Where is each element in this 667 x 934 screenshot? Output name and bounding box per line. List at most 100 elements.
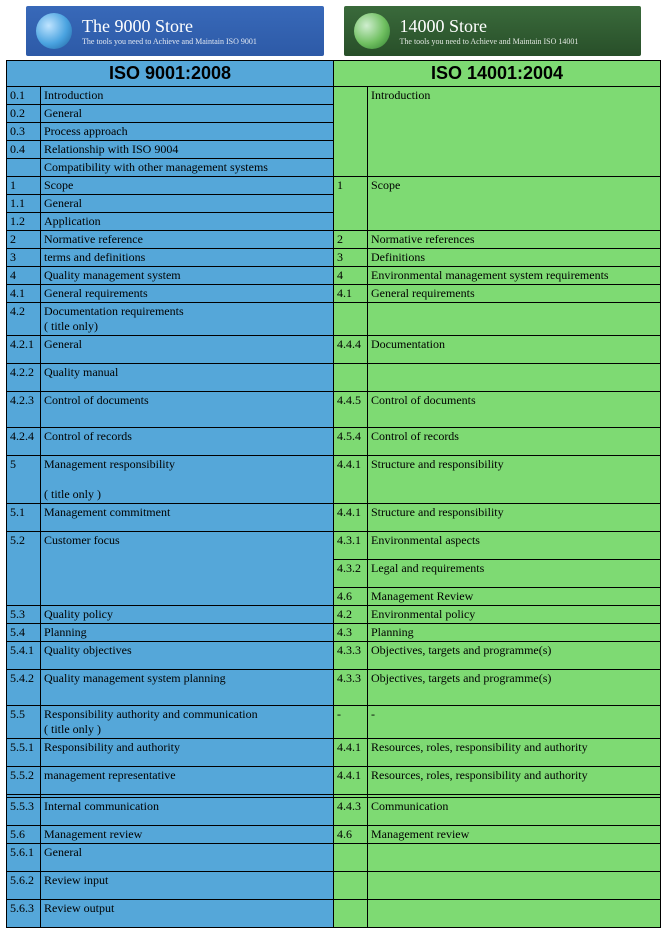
cell-right-rn [334,843,368,871]
cell-left-lt: Quality policy [41,605,334,623]
cell-left-ln: 1.1 [7,194,41,212]
cell-left-lt: Compatibility with other management syst… [41,158,334,176]
cell-right-rt [368,363,661,391]
cell-left-ln: 5.4.1 [7,641,41,669]
cell-left-ln: 0.1 [7,86,41,104]
table-row: 5Management responsibility ( title only … [7,455,661,503]
cell-left-lt: Quality objectives [41,641,334,669]
cell-right-rn: 4.4.1 [334,738,368,766]
cell-left-lt: Scope [41,176,334,194]
cell-right-rn: 4.6 [334,587,368,605]
table-row: 4.1General requirements4.1General requir… [7,284,661,302]
cell-right-rt [368,871,661,899]
cell-left-ln: 1 [7,176,41,194]
cell-left-ln: 2 [7,230,41,248]
cell-right-rt: Management Review [368,587,661,605]
cell-left-lt: Relationship with ISO 9004 [41,140,334,158]
cell-left-lt: Responsibility and authority [41,738,334,766]
cell-left-lt: General requirements [41,284,334,302]
recycle-icon [354,13,390,49]
table-row: 4.2Documentation requirements ( title on… [7,302,661,335]
cell-right-rn: 4.1 [334,284,368,302]
table-row: 3terms and definitions3Definitions [7,248,661,266]
cell-left-lt: terms and definitions [41,248,334,266]
cell-left-ln: 0.3 [7,122,41,140]
cell-left-lt: Process approach [41,122,334,140]
cell-left-lt: Management commitment [41,503,334,531]
cell-right-rt: Structure and responsibility [368,455,661,503]
cell-right-rt: Control of documents [368,391,661,427]
cell-right-rt [368,302,661,335]
cell-left-lt: General [41,843,334,871]
cell-right-rn [334,363,368,391]
cell-left-ln: 4.2.1 [7,335,41,363]
table-row: 4Quality management system4Environmental… [7,266,661,284]
cell-left-ln: 5.5.3 [7,797,41,825]
table-row: 5.3Quality policy4.2Environmental policy [7,605,661,623]
table-row: 5.5.2management representative4.4.1Resou… [7,766,661,794]
cell-right-rn [334,86,368,176]
cell-left-ln: 5 [7,455,41,503]
cell-right-rt: Resources, roles, responsibility and aut… [368,766,661,794]
cell-right-rt: Control of records [368,427,661,455]
cell-left-ln: 5.6.3 [7,899,41,927]
cell-right-rt: Legal and requirements [368,559,661,587]
cell-right-rn [334,871,368,899]
cell-right-rn: 2 [334,230,368,248]
cell-right-rt: Management review [368,825,661,843]
cell-left-ln: 0.4 [7,140,41,158]
globe-icon [36,13,72,49]
cell-left-ln: 5.5 [7,705,41,738]
cell-left-lt: Internal communication [41,797,334,825]
cell-right-rn: 4.6 [334,825,368,843]
banner-row: The 9000 Store The tools you need to Ach… [6,6,661,56]
cell-right-rn: 4.3.3 [334,641,368,669]
cell-left-ln [7,158,41,176]
table-row: 5.6.3Review output [7,899,661,927]
cell-left-lt: General [41,335,334,363]
cell-left-lt: Quality management system planning [41,669,334,705]
cell-right-rn: 4.4.1 [334,455,368,503]
cell-right-rt: Scope [368,176,661,230]
cell-left-lt: Application [41,212,334,230]
banner-14000-title: 14000 Store [400,16,579,37]
table-row: 5.2Customer focus4.3.1Environmental aspe… [7,531,661,559]
cell-right-rn: 4.3.3 [334,669,368,705]
cell-left-lt: Normative reference [41,230,334,248]
table-row: 4.2.3Control of documents4.4.5Control of… [7,391,661,427]
cell-right-rn: 3 [334,248,368,266]
cell-right-rn: 4.2 [334,605,368,623]
cell-left-lt: Introduction [41,86,334,104]
cell-right-rn: 4.4.5 [334,391,368,427]
cell-right-rt: Environmental policy [368,605,661,623]
cell-left-ln: 5.6.2 [7,871,41,899]
cell-right-rn: - [334,705,368,738]
cell-left-lt: Planning [41,623,334,641]
header-iso9001: ISO 9001:2008 [7,61,334,87]
cell-right-rn: 4.4.3 [334,797,368,825]
cell-left-lt: Management review [41,825,334,843]
cell-right-rt: Definitions [368,248,661,266]
cell-left-ln: 5.1 [7,503,41,531]
table-row: 0.1IntroductionIntroduction [7,86,661,104]
cell-right-rn: 4.4.1 [334,766,368,794]
cell-right-rt: Structure and responsibility [368,503,661,531]
table-row: 2Normative reference2Normative reference… [7,230,661,248]
cell-left-ln: 0.2 [7,104,41,122]
cell-right-rt: Documentation [368,335,661,363]
cell-left-lt: Quality manual [41,363,334,391]
cell-left-lt: Review output [41,899,334,927]
cell-left-ln: 5.5.1 [7,738,41,766]
cell-right-rn: 4.4.4 [334,335,368,363]
page: The 9000 Store The tools you need to Ach… [0,0,667,934]
cell-right-rt: Environmental management system requirem… [368,266,661,284]
table-row: 5.1Management commitment4.4.1Structure a… [7,503,661,531]
cell-right-rt: Environmental aspects [368,531,661,559]
table-row: 5.4.2Quality management system planning4… [7,669,661,705]
table-row: 5.6Management review4.6Management review [7,825,661,843]
cell-left-lt: General [41,104,334,122]
cell-left-lt: Review input [41,871,334,899]
cell-left-ln: 5.4 [7,623,41,641]
cell-right-rn: 1 [334,176,368,230]
banner-9000-sub: The tools you need to Achieve and Mainta… [82,37,257,46]
